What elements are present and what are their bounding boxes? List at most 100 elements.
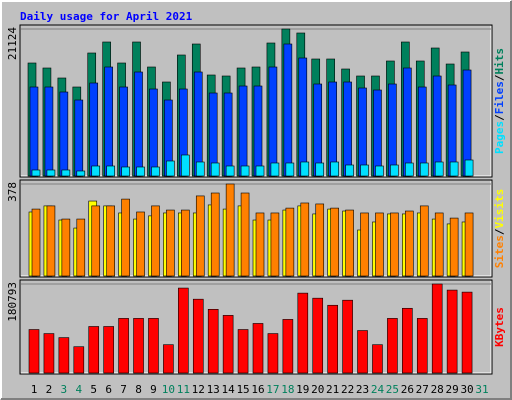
bar (91, 205, 101, 277)
bar (300, 202, 310, 277)
bar (372, 344, 383, 374)
bar (104, 66, 113, 177)
bar (268, 66, 278, 177)
bar (31, 169, 41, 177)
x-tick-label: 20 (311, 383, 324, 396)
x-tick-label: 26 (401, 383, 414, 396)
bar (330, 207, 339, 277)
bar (360, 212, 369, 277)
bar (434, 161, 444, 177)
bar (121, 166, 130, 177)
bar (298, 57, 308, 177)
bar (358, 87, 367, 177)
x-tick-label: 5 (90, 383, 97, 396)
legend-entry: Pages (493, 121, 506, 154)
bar (360, 164, 369, 177)
bar (74, 99, 84, 177)
legend: Pages/Files/Hits (493, 48, 506, 154)
bar (136, 211, 145, 277)
bar (285, 162, 295, 177)
bar (461, 291, 473, 374)
x-tick-label: 21 (326, 383, 339, 396)
x-tick-label: 24 (371, 383, 385, 396)
bar (270, 162, 280, 177)
bar (163, 344, 174, 374)
x-tick-label: 19 (296, 383, 309, 396)
bar (446, 289, 458, 374)
bar (419, 205, 429, 277)
legend-separator: / (493, 228, 506, 235)
bar (434, 212, 444, 277)
bar (133, 318, 144, 374)
bar (31, 208, 41, 277)
bar (255, 165, 265, 177)
bar (253, 85, 263, 177)
bar (192, 298, 204, 374)
bar (390, 164, 399, 177)
bar (464, 159, 474, 177)
legend: Sites/Visits (493, 189, 506, 269)
bar (345, 164, 354, 177)
bar (283, 43, 293, 177)
bar (357, 330, 368, 374)
bar (43, 333, 55, 374)
bar (297, 292, 309, 374)
bar (76, 218, 86, 277)
legend-entry: Hits (493, 48, 506, 75)
legend-separator: / (493, 114, 506, 121)
bar (225, 165, 235, 177)
bar (240, 192, 250, 277)
bar (432, 75, 442, 177)
bar (282, 319, 294, 374)
bar (222, 315, 234, 374)
panel-bevel (21, 281, 492, 374)
bar (44, 86, 54, 177)
bar (46, 169, 56, 177)
bar (91, 165, 101, 177)
x-tick-label: 10 (162, 383, 175, 396)
x-tick-label: 4 (75, 383, 82, 396)
bar (267, 333, 279, 374)
bar (373, 89, 382, 177)
bar (166, 209, 175, 277)
x-tick-label: 18 (281, 383, 294, 396)
bar (449, 217, 459, 277)
bar (345, 209, 354, 277)
bar (210, 192, 220, 277)
bar (417, 86, 427, 177)
bar (342, 299, 353, 374)
bar (375, 165, 384, 177)
bar (315, 203, 325, 277)
bar (149, 88, 158, 177)
bar (390, 212, 399, 277)
x-tick-label: 31 (475, 383, 488, 396)
bar (73, 346, 85, 374)
bar (193, 71, 203, 177)
bar (181, 154, 190, 177)
bar (285, 207, 295, 277)
bar (58, 337, 70, 374)
bar (419, 162, 429, 177)
bar (103, 326, 114, 374)
bar (223, 92, 233, 177)
x-tick-label: 12 (192, 383, 205, 396)
bar (28, 329, 40, 374)
x-tick-label: 7 (120, 383, 127, 396)
x-tick-label: 6 (105, 383, 112, 396)
legend-separator: / (493, 74, 506, 81)
x-tick-label: 22 (341, 383, 354, 396)
bar (237, 329, 249, 374)
legend-entry: Files (493, 81, 506, 114)
x-tick-label: 14 (222, 383, 236, 396)
x-tick-label: 8 (135, 383, 142, 396)
x-tick-label: 3 (61, 383, 68, 396)
bar (238, 85, 248, 177)
bar (403, 67, 412, 177)
bar (312, 297, 324, 374)
bar (136, 166, 145, 177)
bar (46, 205, 56, 277)
y-tick-label: 21124 (6, 27, 19, 60)
x-tick-label: 2 (46, 383, 53, 396)
